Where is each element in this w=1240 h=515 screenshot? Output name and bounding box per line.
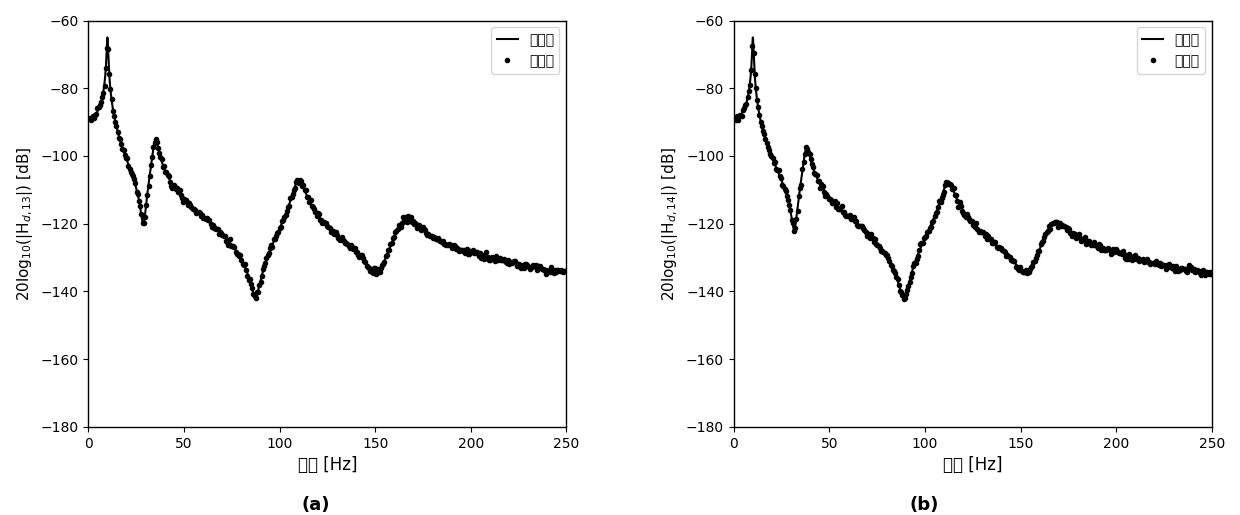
Y-axis label: 20log$_{10}$(|H$_{d,14}$|) [dB]: 20log$_{10}$(|H$_{d,14}$|) [dB]: [661, 146, 681, 301]
X-axis label: 频率 [Hz]: 频率 [Hz]: [298, 456, 357, 474]
Text: (a): (a): [303, 496, 330, 514]
X-axis label: 频率 [Hz]: 频率 [Hz]: [944, 456, 1003, 474]
Legend: 预测値, 真实値: 预测値, 真实値: [1137, 27, 1205, 74]
Y-axis label: 20log$_{10}$(|H$_{d,13}$|) [dB]: 20log$_{10}$(|H$_{d,13}$|) [dB]: [15, 146, 35, 301]
Legend: 真实値, 预测値: 真实値, 预测値: [491, 27, 559, 74]
Text: (b): (b): [909, 496, 939, 514]
